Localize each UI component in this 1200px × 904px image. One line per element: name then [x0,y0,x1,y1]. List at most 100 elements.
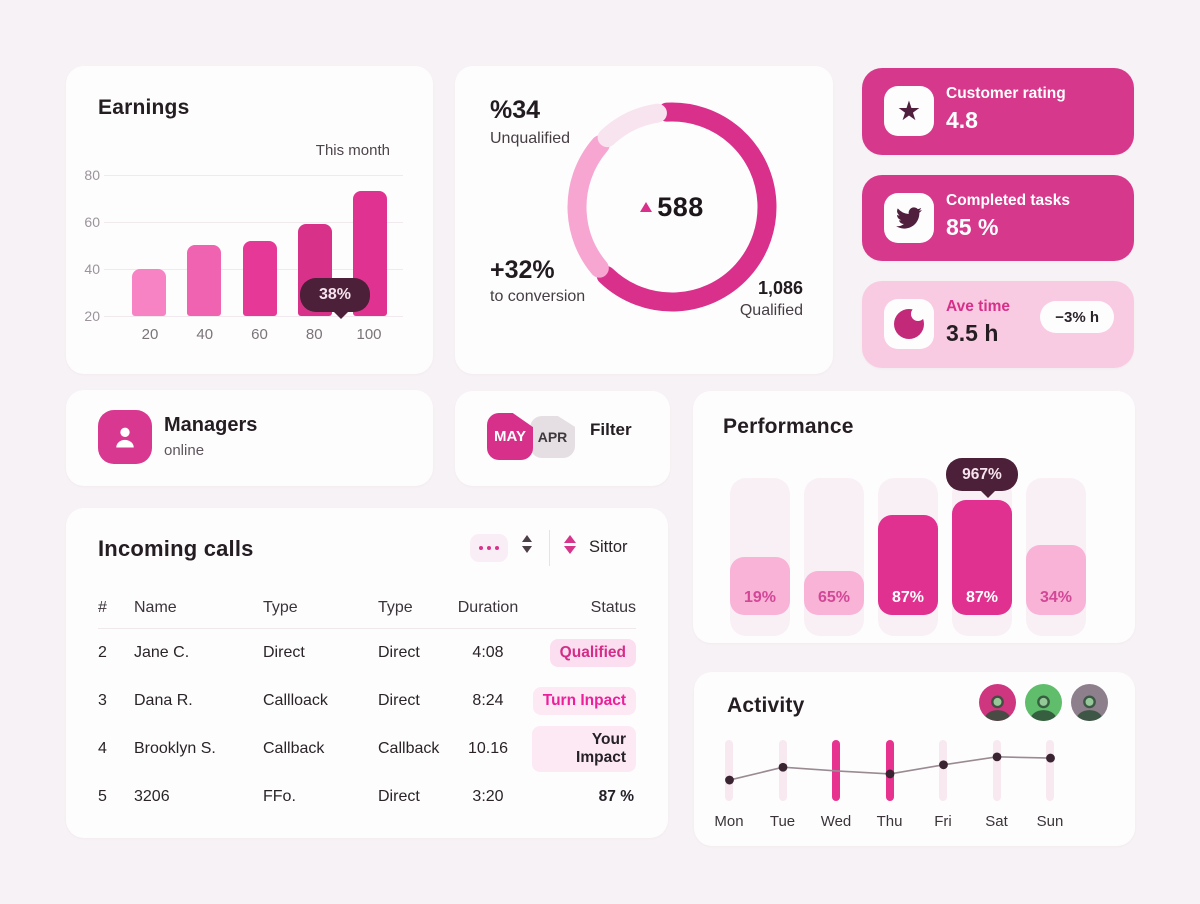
performance-column[interactable]: 19% [730,478,790,636]
bar-fill: 19% [730,557,790,615]
cell-duration: 10.16 [467,740,509,757]
unqualified-label: Unqualified [490,130,571,147]
activity-tick-mon [725,740,733,801]
column-header: Duration [457,599,519,616]
cell-duration: 8:24 [472,692,504,709]
cell-type2: Direct [378,788,420,805]
bar-label: 65% [817,589,851,606]
person-silhouette-icon [1029,695,1058,721]
table-header-divider [98,628,636,629]
bar-label: 19% [743,589,777,606]
bar-fill: 34% [1026,545,1086,615]
person-icon-tile [98,410,152,464]
y-tick-label: 60 [84,214,100,230]
bar-label: 87% [891,589,925,606]
x-tick-label: 20 [141,326,159,343]
completed-tasks-label: Completed tasks [946,192,1071,209]
conversion-label: to conversion [490,288,586,305]
column-header: # [98,599,107,616]
filter-label: Filter [590,420,632,439]
customer-rating-value: 4.8 [946,107,978,133]
customer-rating-card: ★ Customer rating 4.8 [862,68,1134,155]
earnings-bar[interactable] [132,269,166,316]
bar-fill: 87% [878,515,938,615]
earnings-card: Earnings This month 80 60 40 20 38% 20 40 60 8… [66,66,433,374]
person-icon [116,427,134,448]
ellipsis-menu-button[interactable] [470,534,508,562]
bar-label: 87% [965,589,999,606]
performance-column[interactable]: 87% [952,478,1012,636]
table-row[interactable]: 2 Jane C. Direct Direct 4:08 Qualified [98,629,636,677]
chevron-up-icon [522,535,532,542]
donut-segment-remainder [567,102,777,312]
table-row[interactable]: 5 3206 FFo. Direct 3:20 87 % [98,773,636,821]
performance-title: Performance [723,415,854,438]
customer-rating-label: Customer rating [946,85,1066,102]
day-label: Sun [1036,813,1064,830]
moon-icon-tile [884,299,934,349]
table-header: # Name Type Type Duration Status [98,594,636,622]
incoming-calls-title: Incoming calls [98,536,254,561]
activity-point[interactable] [725,775,734,785]
avatar-pink[interactable] [979,684,1016,721]
y-tick-label: 40 [84,261,100,277]
activity-point[interactable] [992,752,1002,762]
managers-card: Managers online [66,390,433,486]
performance-column[interactable]: 34% [1026,478,1086,636]
stepper-control[interactable] [522,535,532,553]
donut-rings [567,102,777,312]
activity-point[interactable] [939,760,948,770]
filter-card[interactable]: MAY APR Filter [455,391,670,486]
person-silhouette-icon [983,695,1012,721]
earnings-bar[interactable] [242,241,277,316]
qualified-label: Qualified [739,302,803,319]
y-tick-label: 20 [84,308,100,324]
status-badge: Turn Inpact [532,687,636,715]
sort-up-icon [564,535,576,543]
donut-center-value: 588 [657,191,704,222]
cell-status: Turn Inpact [532,687,636,715]
ave-time-label: Ave time [946,298,1011,315]
avatar-gray[interactable] [1071,684,1108,721]
cell-id: 5 [98,788,107,805]
avatar-group [979,684,1108,721]
column-header: Type [378,599,413,616]
month-tab-apr[interactable]: APR [530,416,575,458]
x-tick-label: 40 [196,326,214,343]
activity-point[interactable] [885,769,895,779]
sort-button[interactable] [564,535,576,554]
month-tab-may[interactable]: MAY [487,413,533,460]
managers-subtitle: online [164,442,205,459]
cell-id: 3 [98,692,107,709]
performance-column[interactable]: 65% [804,478,864,636]
cell-status: Your Impact [532,726,636,772]
ave-time-badge: −3% h [1040,301,1114,333]
ave-time-card: Ave time 3.5 h −3% h [862,281,1134,368]
gridline: 60 [84,214,403,230]
completed-tasks-card: Completed tasks 85 % [862,175,1134,261]
avatar-green[interactable] [1025,684,1062,721]
activity-tick-sun [1046,740,1054,801]
activity-point[interactable] [1046,753,1055,763]
conversion-value: +32% [490,256,555,284]
day-label: Thu [876,813,903,830]
table-row[interactable]: 3 Dana R. Callloack Direct 8:24 Turn Inpact [98,677,636,725]
activity-tick-fri [939,740,947,801]
x-tick-label: 100 [356,326,382,343]
day-label: Sat [985,813,1008,830]
earnings-bar[interactable] [187,245,222,316]
performance-card: Performance 19% 65% 87% 87% 34% 967% [693,391,1135,643]
up-triangle-icon [640,202,653,212]
column-header: Status [590,599,636,616]
day-label: Mon [714,813,744,830]
bird-icon [896,207,922,229]
activity-point[interactable] [778,762,788,772]
day-label: Fri [934,813,952,830]
ave-time-value: 3.5 h [946,320,999,346]
table-row[interactable]: 4 Brooklyn S. Callback Callback 10.16 Your Im… [98,725,636,773]
performance-tooltip: 967% [946,458,1018,498]
performance-column[interactable]: 87% [878,478,938,636]
gridline: 80 [84,167,403,183]
cell-status: Qualified [532,639,636,667]
sort-label[interactable]: Sittor [589,538,628,556]
